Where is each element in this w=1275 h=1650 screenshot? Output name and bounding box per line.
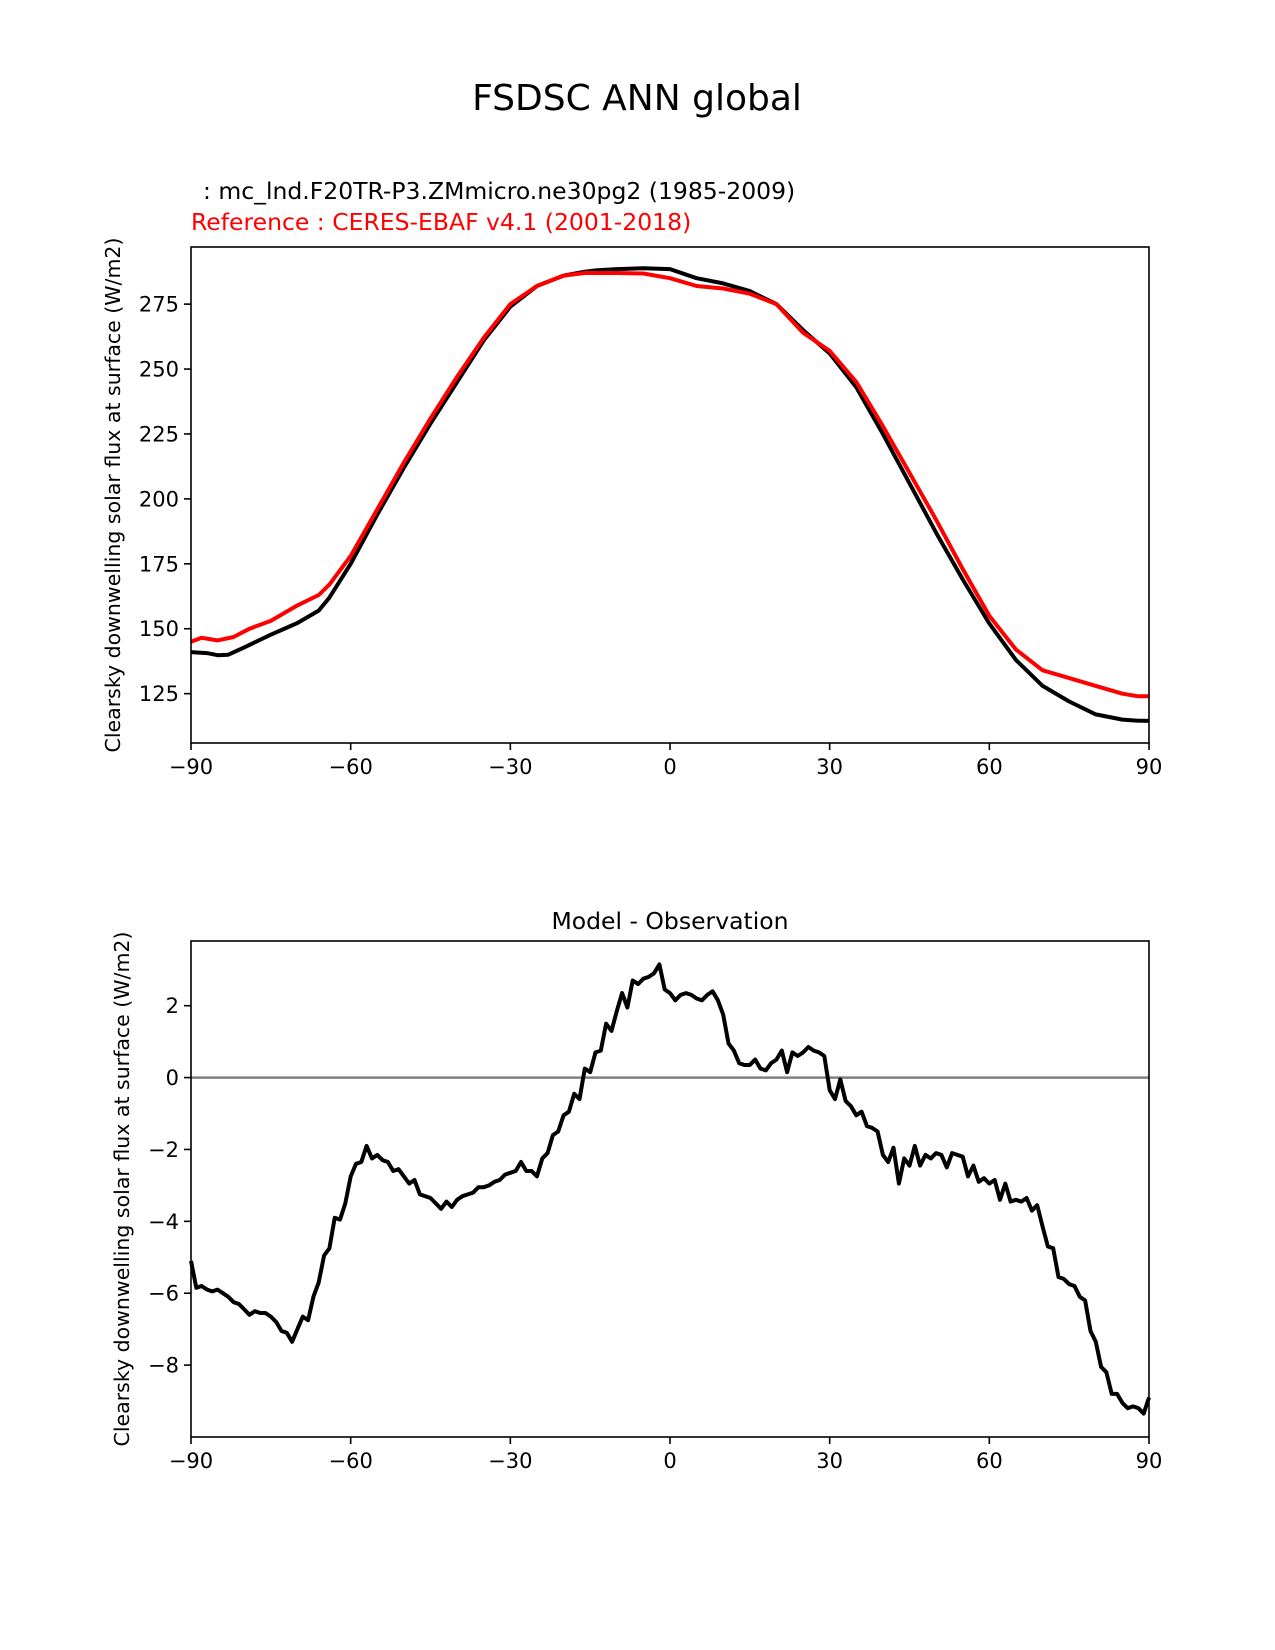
y-tick-label: 225 xyxy=(139,422,179,446)
x-tick-label: 0 xyxy=(663,1449,676,1473)
y-axis-label: Clearsky downwelling solar flux at surfa… xyxy=(101,238,125,753)
y-tick-label: 200 xyxy=(139,487,179,511)
x-tick-label: −30 xyxy=(488,755,532,779)
y-tick-label: −6 xyxy=(148,1282,179,1306)
y-tick-label: −2 xyxy=(148,1138,179,1162)
x-tick-label: −90 xyxy=(169,1449,213,1473)
x-tick-label: 30 xyxy=(816,755,843,779)
y-tick-label: −8 xyxy=(148,1354,179,1378)
y-tick-label: 250 xyxy=(139,358,179,382)
y-tick-label: 275 xyxy=(139,293,179,317)
x-tick-label: −90 xyxy=(169,755,213,779)
y-tick-label: 175 xyxy=(139,552,179,576)
x-tick-label: 60 xyxy=(976,755,1003,779)
x-tick-label: 90 xyxy=(1136,755,1163,779)
x-tick-label: 60 xyxy=(976,1449,1003,1473)
y-axis-label: Clearsky downwelling solar flux at surfa… xyxy=(110,932,134,1447)
y-tick-label: 150 xyxy=(139,617,179,641)
x-tick-label: −60 xyxy=(329,1449,373,1473)
x-tick-label: −30 xyxy=(488,1449,532,1473)
panel-title: Model - Observation xyxy=(551,907,788,935)
x-tick-label: 90 xyxy=(1136,1449,1163,1473)
figure-title: FSDSC ANN global xyxy=(472,78,802,119)
y-tick-label: 125 xyxy=(139,682,179,706)
bottom-panel: −90 −60 −30 0 30 60 90 −8 −6 −4 −2 0 2 Clearsky downw… xyxy=(110,907,1162,1473)
y-tick-label: 0 xyxy=(166,1066,179,1090)
test-label: : mc_lnd.F20TR-P3.ZMmicro.ne30pg2 (1985-… xyxy=(203,177,795,205)
top-panel: −90 −60 −30 0 30 60 90 125 150 175 200 225 250 275 Cle… xyxy=(101,177,1162,779)
x-tick-label: 0 xyxy=(663,755,676,779)
series-line-difference xyxy=(189,962,1151,1416)
reference-label: Reference : CERES-EBAF v4.1 (2001-2018) xyxy=(191,208,691,236)
series-line-reference xyxy=(190,271,1149,699)
x-tick-label: 30 xyxy=(816,1449,843,1473)
y-tick-label: −4 xyxy=(148,1210,179,1234)
y-tick-label: 2 xyxy=(166,994,179,1018)
x-tick-label: −60 xyxy=(329,755,373,779)
series-line-test xyxy=(190,266,1150,723)
